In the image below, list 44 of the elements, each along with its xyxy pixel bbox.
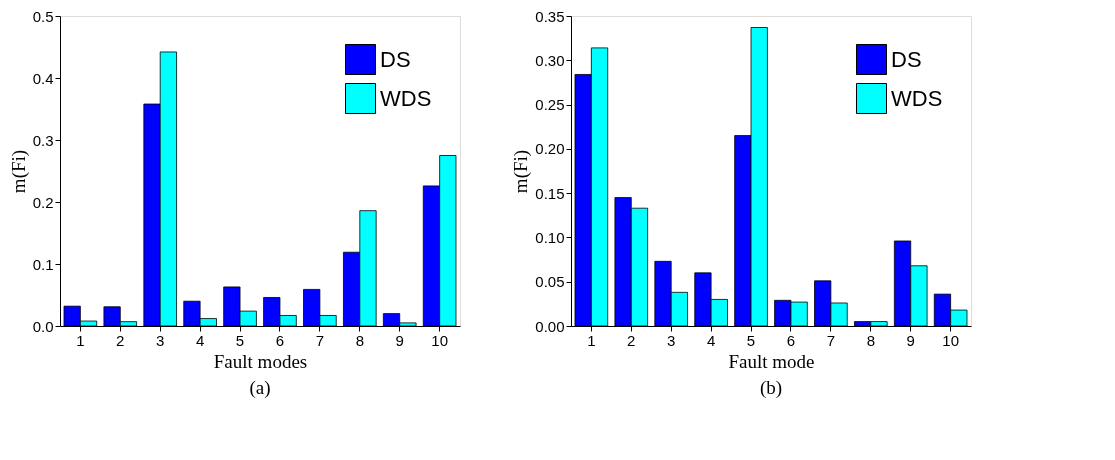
legend-label: DS bbox=[891, 46, 922, 72]
y-tick-label: 0.25 bbox=[535, 96, 565, 114]
x-tick-label: 8 bbox=[355, 331, 364, 349]
y-tick-label: 0.00 bbox=[535, 317, 565, 335]
y-tick-label: 0.10 bbox=[535, 228, 565, 246]
y-tick-label: 0.30 bbox=[535, 51, 565, 69]
x-tick-label: 5 bbox=[746, 331, 756, 349]
x-tick-label: 2 bbox=[627, 331, 636, 349]
y-axis-title: m(Fi) bbox=[7, 149, 30, 194]
x-tick-label: 9 bbox=[906, 331, 915, 349]
x-tick-label: 10 bbox=[431, 331, 448, 349]
x-tick-label: 3 bbox=[156, 331, 165, 349]
y-axis-title: m(Fi) bbox=[510, 149, 533, 194]
x-tick-label: 6 bbox=[275, 331, 285, 349]
y-tick-label: 0.35 bbox=[535, 7, 565, 25]
y-tick-label: 0.5 bbox=[32, 7, 54, 25]
y-tick-label: 0.05 bbox=[535, 273, 565, 291]
x-tick-label: 2 bbox=[116, 331, 125, 349]
x-tick-label: 10 bbox=[942, 331, 959, 349]
y-tick-label: 0.4 bbox=[32, 69, 54, 87]
x-tick-label: 6 bbox=[786, 331, 796, 349]
y-tick-label: 0.1 bbox=[32, 255, 54, 273]
x-tick-label: 4 bbox=[706, 331, 716, 349]
x-tick-label: 5 bbox=[235, 331, 245, 349]
x-axis-title: Fault modes bbox=[213, 350, 308, 372]
x-tick-label: 9 bbox=[395, 331, 404, 349]
legend-label: WDS bbox=[891, 85, 943, 111]
x-axis-title: Fault mode bbox=[728, 350, 815, 372]
x-tick-label: 7 bbox=[826, 331, 836, 349]
y-tick-label: 0.2 bbox=[32, 193, 54, 211]
y-tick-label: 0.0 bbox=[32, 317, 54, 335]
y-tick-label: 0.20 bbox=[535, 140, 565, 158]
text: (b) bbox=[759, 377, 783, 399]
x-tick-label: 1 bbox=[587, 331, 596, 349]
legend-label: WDS bbox=[380, 85, 432, 111]
y-tick-label: 0.3 bbox=[32, 131, 54, 149]
x-tick-label: 7 bbox=[315, 331, 325, 349]
x-tick-label: 1 bbox=[76, 331, 85, 349]
x-tick-label: 3 bbox=[667, 331, 676, 349]
x-tick-label: 4 bbox=[195, 331, 205, 349]
x-tick-label: 8 bbox=[866, 331, 875, 349]
text: (a) bbox=[249, 377, 271, 399]
y-tick-label: 0.15 bbox=[535, 184, 565, 202]
legend-label: DS bbox=[380, 46, 411, 72]
